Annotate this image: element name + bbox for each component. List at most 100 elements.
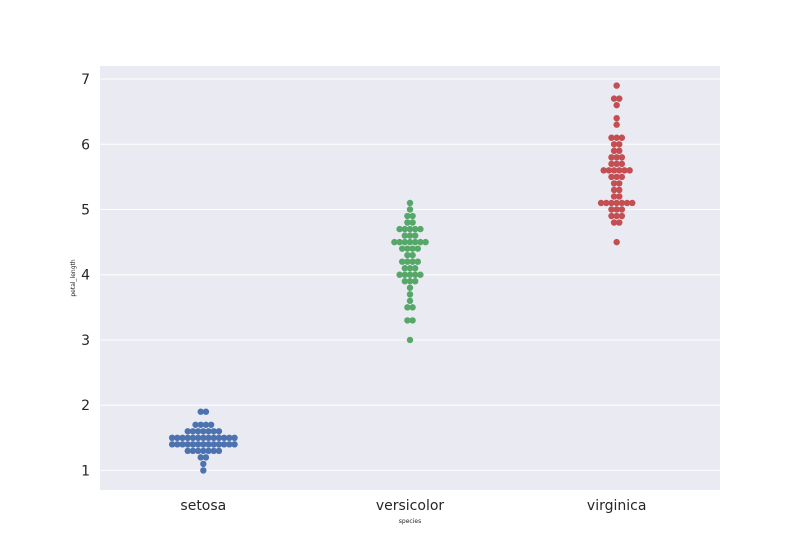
point-versicolor [412, 278, 419, 285]
point-setosa [215, 434, 223, 442]
point-virginica [623, 199, 631, 207]
point-virginica [613, 173, 620, 181]
point-versicolor [412, 271, 419, 278]
point-setosa [231, 441, 238, 448]
point-virginica [608, 154, 615, 161]
point-virginica [629, 199, 636, 207]
point-versicolor [401, 278, 408, 285]
point-virginica [616, 167, 623, 174]
y-axis-label: petal_length [70, 259, 77, 297]
point-virginica [608, 212, 615, 220]
x-tick-label-versicolor: versicolor [376, 498, 445, 514]
point-versicolor [406, 278, 414, 285]
point-versicolor [417, 238, 424, 246]
point-virginica [610, 167, 618, 174]
point-setosa [205, 441, 212, 448]
point-virginica [610, 186, 618, 194]
point-setosa [205, 434, 212, 442]
point-versicolor [401, 225, 408, 233]
x-tick-label-virginica: virginica [587, 498, 647, 514]
point-virginica [613, 160, 620, 168]
point-versicolor [404, 219, 411, 226]
point-versicolor [391, 238, 398, 246]
point-setosa [192, 421, 199, 428]
point-virginica [618, 134, 626, 141]
point-versicolor [417, 271, 424, 278]
point-setosa [205, 447, 212, 455]
point-setosa [168, 441, 176, 448]
point-versicolor [406, 291, 414, 298]
point-setosa [210, 434, 217, 442]
point-virginica [608, 173, 615, 181]
y-tick-label: 7 [81, 72, 90, 88]
point-virginica [608, 134, 615, 141]
point-setosa [205, 428, 212, 435]
point-versicolor [412, 238, 419, 246]
point-versicolor [406, 271, 414, 278]
point-versicolor [406, 238, 414, 246]
point-virginica [618, 199, 626, 207]
point-setosa [168, 434, 176, 442]
point-virginica [626, 167, 633, 174]
point-setosa [197, 421, 204, 428]
point-versicolor [401, 232, 408, 239]
y-tick-labels: 1 2 3 4 5 6 7 [81, 72, 90, 479]
point-virginica [610, 147, 618, 154]
point-versicolor [412, 225, 419, 233]
point-setosa [207, 421, 215, 428]
point-setosa [197, 408, 204, 415]
point-versicolor [404, 317, 411, 324]
point-virginica [608, 199, 615, 207]
point-setosa [194, 428, 202, 435]
point-virginica [616, 95, 623, 102]
x-tick-labels: setosa versicolor virginica [180, 498, 646, 514]
point-setosa [200, 428, 207, 435]
point-setosa [226, 434, 233, 442]
data-points [168, 82, 636, 474]
point-setosa [174, 434, 181, 442]
point-virginica [600, 167, 607, 174]
point-setosa [189, 434, 197, 442]
point-setosa [200, 447, 207, 455]
point-virginica [610, 95, 618, 102]
x-tick-label-setosa: setosa [180, 498, 226, 514]
point-versicolor [396, 238, 403, 246]
point-versicolor [406, 199, 414, 207]
point-setosa [202, 421, 210, 428]
point-setosa [210, 447, 217, 455]
point-versicolor [406, 284, 414, 291]
point-virginica [618, 154, 626, 161]
point-virginica [616, 186, 623, 194]
point-virginica [618, 206, 626, 213]
point-virginica [616, 219, 623, 226]
point-versicolor [404, 304, 411, 311]
point-setosa [226, 441, 233, 448]
point-setosa [184, 434, 191, 442]
point-setosa [194, 447, 202, 455]
point-setosa [202, 408, 210, 415]
point-setosa [202, 454, 210, 461]
point-setosa [189, 441, 197, 448]
point-versicolor [401, 265, 408, 272]
point-virginica [621, 167, 628, 174]
point-setosa [200, 467, 207, 474]
point-setosa [194, 441, 202, 448]
point-versicolor [404, 251, 411, 259]
point-virginica [610, 180, 618, 187]
point-setosa [231, 434, 238, 442]
point-virginica [616, 147, 623, 154]
point-setosa [184, 447, 191, 455]
point-versicolor [409, 219, 416, 226]
point-virginica [603, 199, 610, 207]
point-versicolor [406, 297, 414, 305]
point-versicolor [399, 258, 406, 265]
point-virginica [613, 82, 620, 89]
point-setosa [184, 428, 191, 435]
point-virginica [618, 212, 626, 220]
point-virginica [610, 141, 618, 148]
y-tick-label: 1 [81, 463, 90, 479]
point-versicolor [409, 212, 416, 220]
point-versicolor [409, 245, 416, 252]
point-virginica [613, 212, 620, 220]
